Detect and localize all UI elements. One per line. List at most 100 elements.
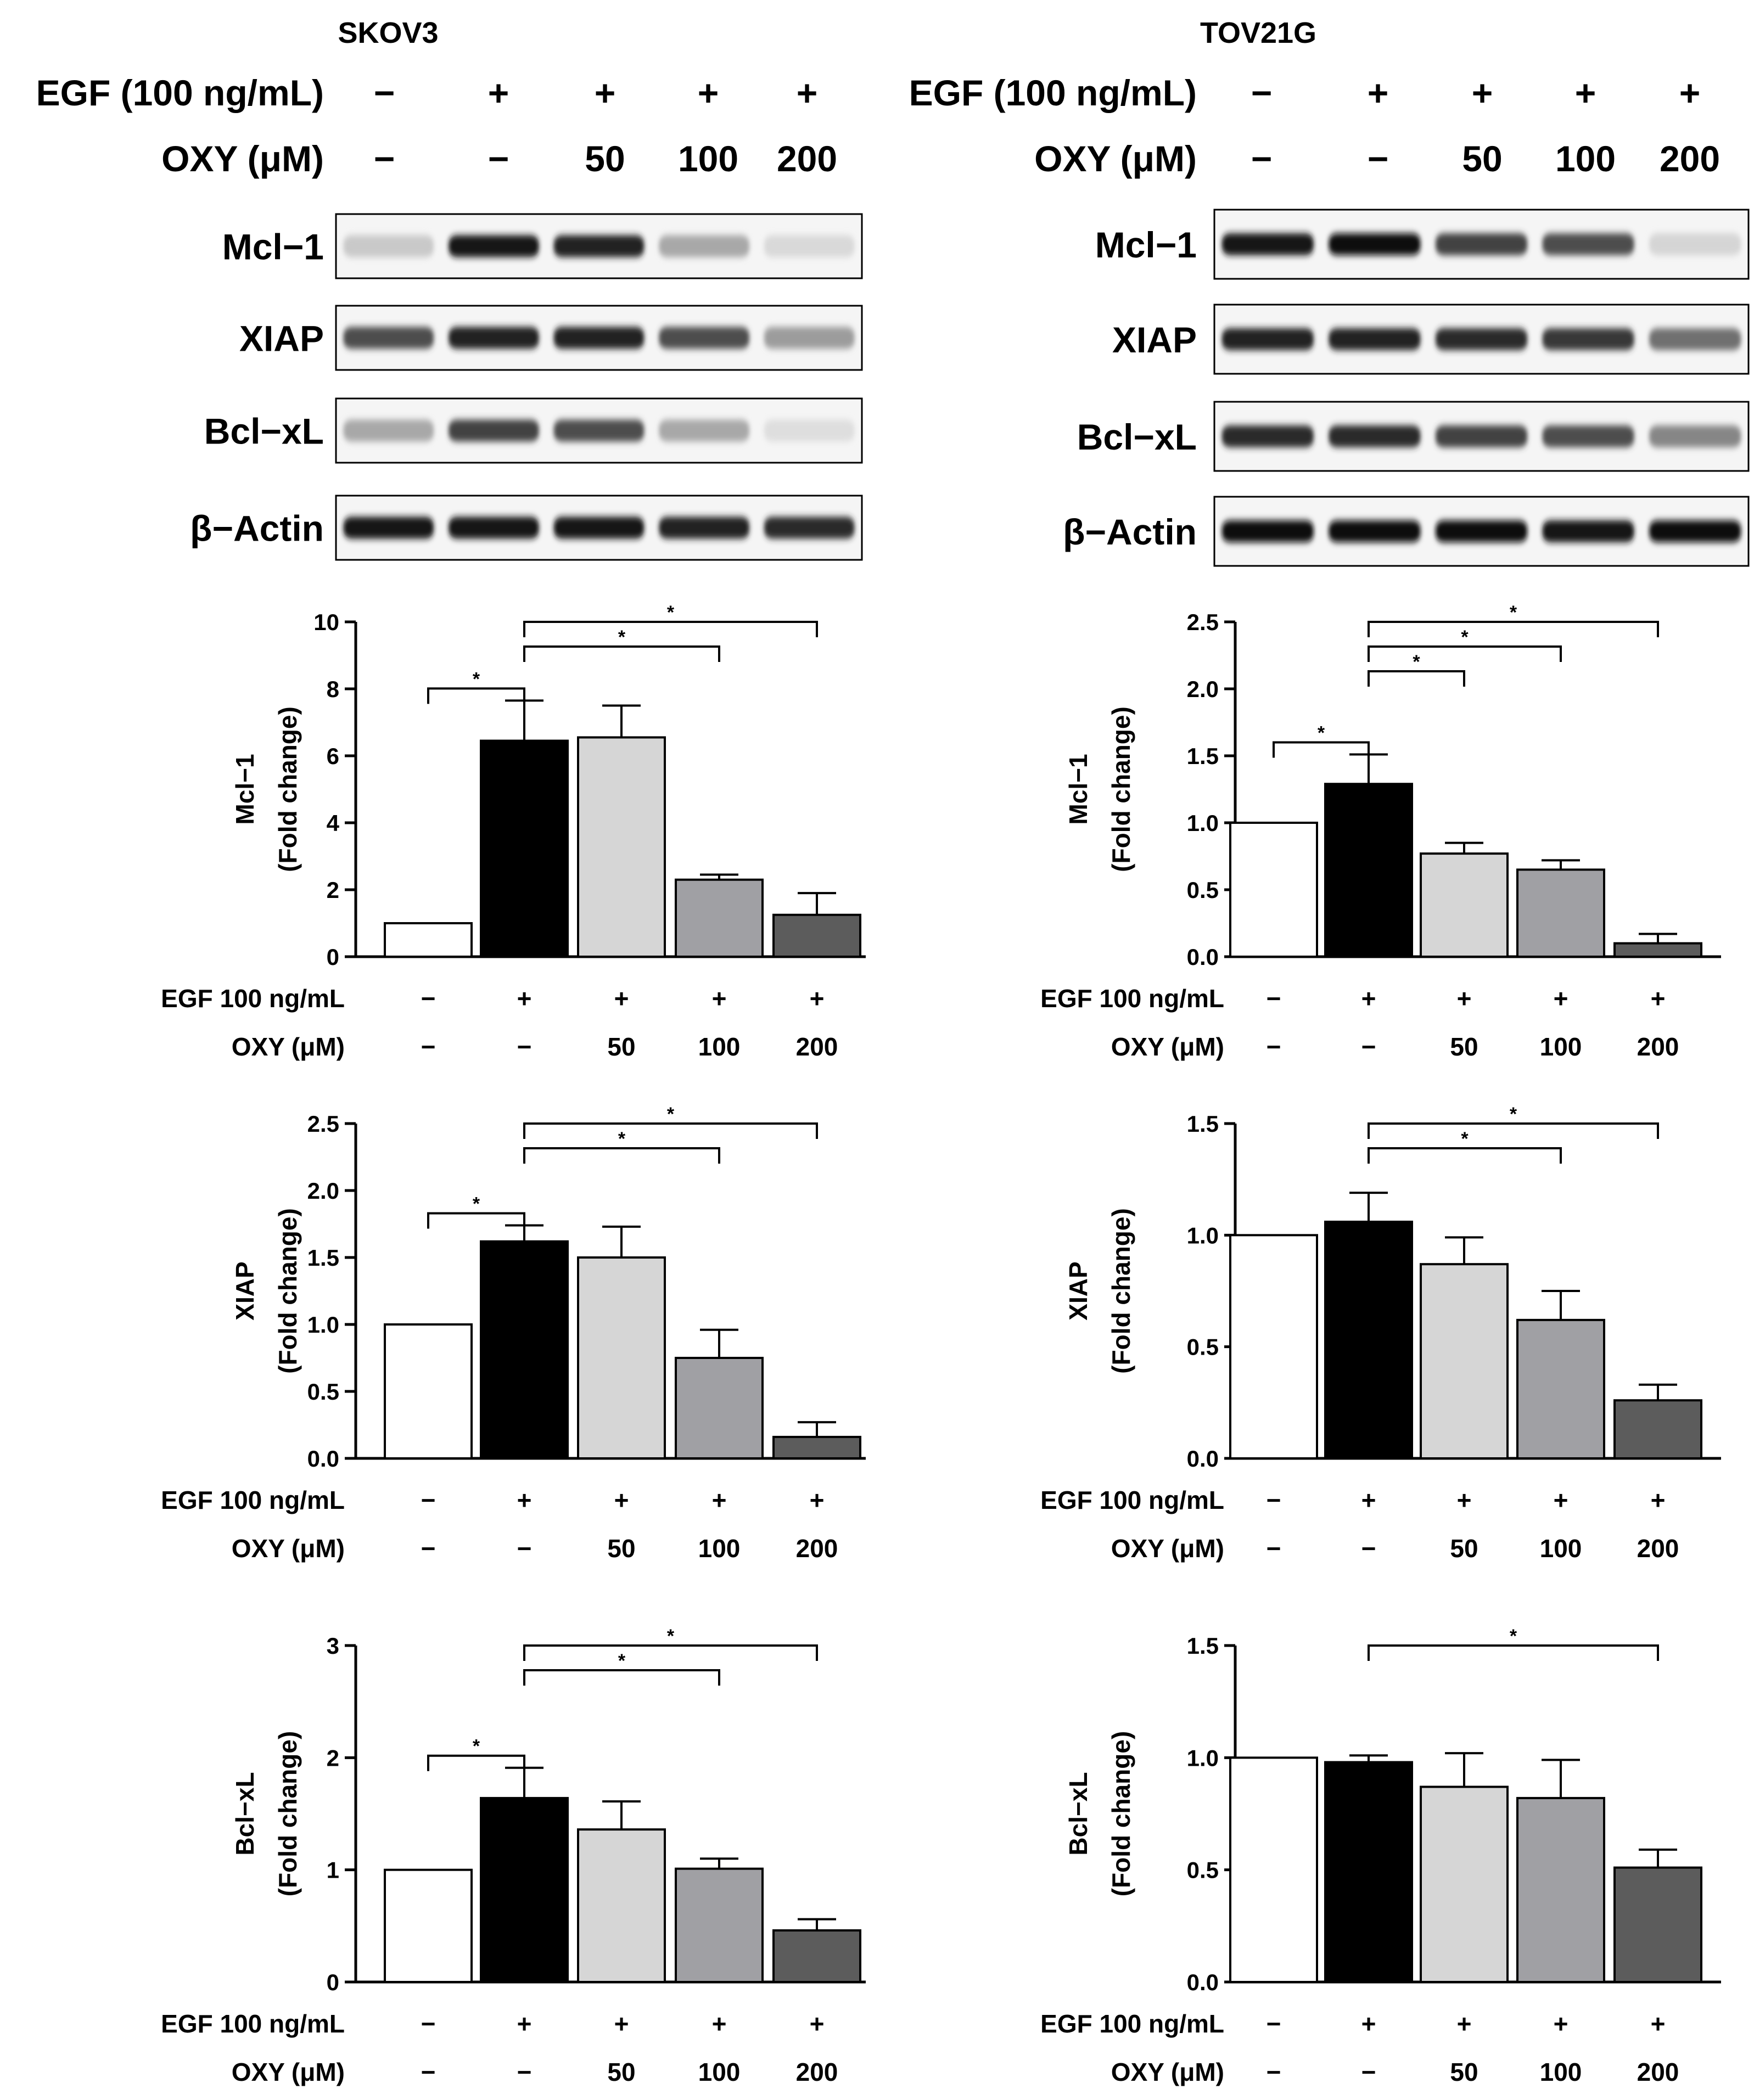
- blot-band: [1329, 425, 1421, 447]
- blot-band: [1542, 520, 1634, 542]
- significance-star: *: [1461, 1128, 1469, 1149]
- x-row-value: +: [810, 1486, 825, 1514]
- blot-band: [1649, 328, 1741, 350]
- x-row-label: EGF 100 ng/mL: [1040, 2009, 1224, 2038]
- blot-band: [1221, 233, 1314, 255]
- significance-bracket: [1368, 1644, 1659, 1661]
- treatment-value: −: [374, 72, 395, 113]
- x-row-value: −: [1267, 2009, 1281, 2038]
- blot-band: [764, 516, 855, 539]
- blot-band: [1329, 328, 1421, 350]
- bar: [384, 1868, 473, 1984]
- bar: [1516, 1318, 1605, 1460]
- blot-band: [553, 327, 645, 349]
- x-row-value: −: [421, 2058, 436, 2086]
- x-row-value: +: [712, 984, 727, 1013]
- significance-star: *: [473, 1193, 480, 1214]
- x-row-label: OXY (μM): [232, 1032, 345, 1061]
- significance-bracket: [427, 1754, 525, 1771]
- significance-bracket: [523, 621, 818, 637]
- y-tick-label: 1.5: [1187, 743, 1219, 769]
- y-tick-label: 8: [327, 676, 339, 702]
- significance-bracket: [523, 1669, 720, 1686]
- blot-band: [659, 327, 749, 349]
- y-axis-title: Bcl−xL: [231, 1772, 259, 1855]
- bar: [1229, 1756, 1318, 1983]
- x-row-value: +: [614, 984, 629, 1013]
- y-tick-label: 2: [327, 1745, 339, 1771]
- blot-band: [343, 235, 434, 257]
- y-axis-title: XIAP: [231, 1261, 259, 1320]
- treatment-value: −: [374, 138, 395, 179]
- x-row-value: 200: [796, 1032, 838, 1061]
- x-row-value: −: [421, 1486, 436, 1514]
- y-axis-title: XIAP: [1064, 1261, 1092, 1320]
- y-axis-subtitle: (Fold change): [1107, 1731, 1135, 1897]
- bar: [675, 1357, 764, 1459]
- protein-label: XIAP: [1112, 319, 1197, 360]
- significance-bracket: [523, 1644, 818, 1661]
- y-tick-label: 1.5: [1187, 1111, 1219, 1137]
- significance-star: *: [1510, 1626, 1517, 1647]
- y-tick-label: 4: [327, 810, 340, 836]
- treatment-value: +: [488, 72, 509, 113]
- bar: [1229, 1234, 1318, 1459]
- x-row-value: +: [1361, 2009, 1376, 2038]
- x-row-value: 100: [698, 1534, 741, 1563]
- x-row-label: EGF 100 ng/mL: [161, 984, 345, 1013]
- treatment-value: 50: [585, 138, 625, 179]
- y-tick-label: 1.5: [307, 1245, 339, 1271]
- x-row-label: OXY (μM): [232, 2058, 345, 2086]
- y-axis-subtitle: (Fold change): [273, 1731, 302, 1897]
- bar: [772, 1435, 861, 1459]
- x-row-value: +: [712, 1486, 727, 1514]
- y-axis-subtitle: (Fold change): [273, 706, 302, 872]
- x-row-value: +: [1554, 984, 1568, 1013]
- blot-band: [659, 516, 749, 539]
- x-row-value: −: [1267, 2058, 1281, 2086]
- x-row-value: +: [1361, 984, 1376, 1013]
- y-axis-subtitle: (Fold change): [1107, 706, 1135, 872]
- x-row-value: +: [712, 2009, 727, 2038]
- significance-star: *: [1461, 627, 1469, 648]
- treatment-value: 50: [1462, 138, 1502, 179]
- treatment-value: +: [1679, 72, 1701, 113]
- protein-label: β−Actin: [190, 508, 324, 549]
- bar-chart-6: 0.0 0.5 1.0 1.5 Bcl−xL (Fold change) * EGF 100 …: [1040, 1626, 1721, 2086]
- treatment-label: EGF (100 ng/mL): [36, 72, 324, 113]
- bar: [675, 878, 764, 958]
- x-row-label: EGF 100 ng/mL: [1040, 984, 1224, 1013]
- x-row-value: −: [1267, 1534, 1281, 1563]
- protein-label: Bcl−xL: [1077, 417, 1197, 457]
- treatment-value: +: [1472, 72, 1493, 113]
- y-tick-label: 0.0: [1187, 1969, 1219, 1995]
- bar: [675, 1867, 764, 1983]
- y-tick-label: 0.0: [307, 1446, 339, 1472]
- x-row-value: +: [1651, 2009, 1666, 2038]
- x-row-value: 100: [1540, 1032, 1582, 1061]
- bar-chart-1: 0 2 4 6 8 10 Mcl−1 (Fold change) * * * EGF 100 ng/m…: [161, 602, 866, 1061]
- x-row-value: −: [421, 2009, 436, 2038]
- blot-band: [449, 235, 539, 257]
- y-tick-label: 2.5: [307, 1111, 339, 1137]
- x-row-label: OXY (μM): [1111, 1534, 1224, 1563]
- blot-band: [764, 419, 855, 442]
- bar-chart-2: 0.0 0.5 1.0 1.5 2.0 2.5 Mcl−1 (Fold change) * * * *…: [1040, 602, 1721, 1061]
- x-row-value: 50: [607, 1032, 635, 1061]
- significance-star: *: [1510, 1104, 1517, 1125]
- significance-bracket: [1368, 670, 1465, 687]
- y-tick-label: 10: [313, 609, 339, 635]
- y-axis-subtitle: (Fold change): [273, 1208, 302, 1374]
- blot-band: [343, 419, 434, 442]
- bar: [480, 739, 569, 958]
- x-row-value: −: [517, 1534, 532, 1563]
- bar-chart-3: 0.0 0.5 1.0 1.5 2.0 2.5 XIAP (Fold change) * * * EG…: [161, 1104, 866, 1563]
- blot-band: [449, 419, 539, 442]
- x-row-value: 200: [796, 1534, 838, 1563]
- blot-band: [1329, 233, 1421, 255]
- bar: [1420, 1785, 1509, 1983]
- x-row-value: −: [1267, 1486, 1281, 1514]
- treatment-value: −: [1251, 72, 1273, 113]
- significance-star: *: [618, 1128, 626, 1149]
